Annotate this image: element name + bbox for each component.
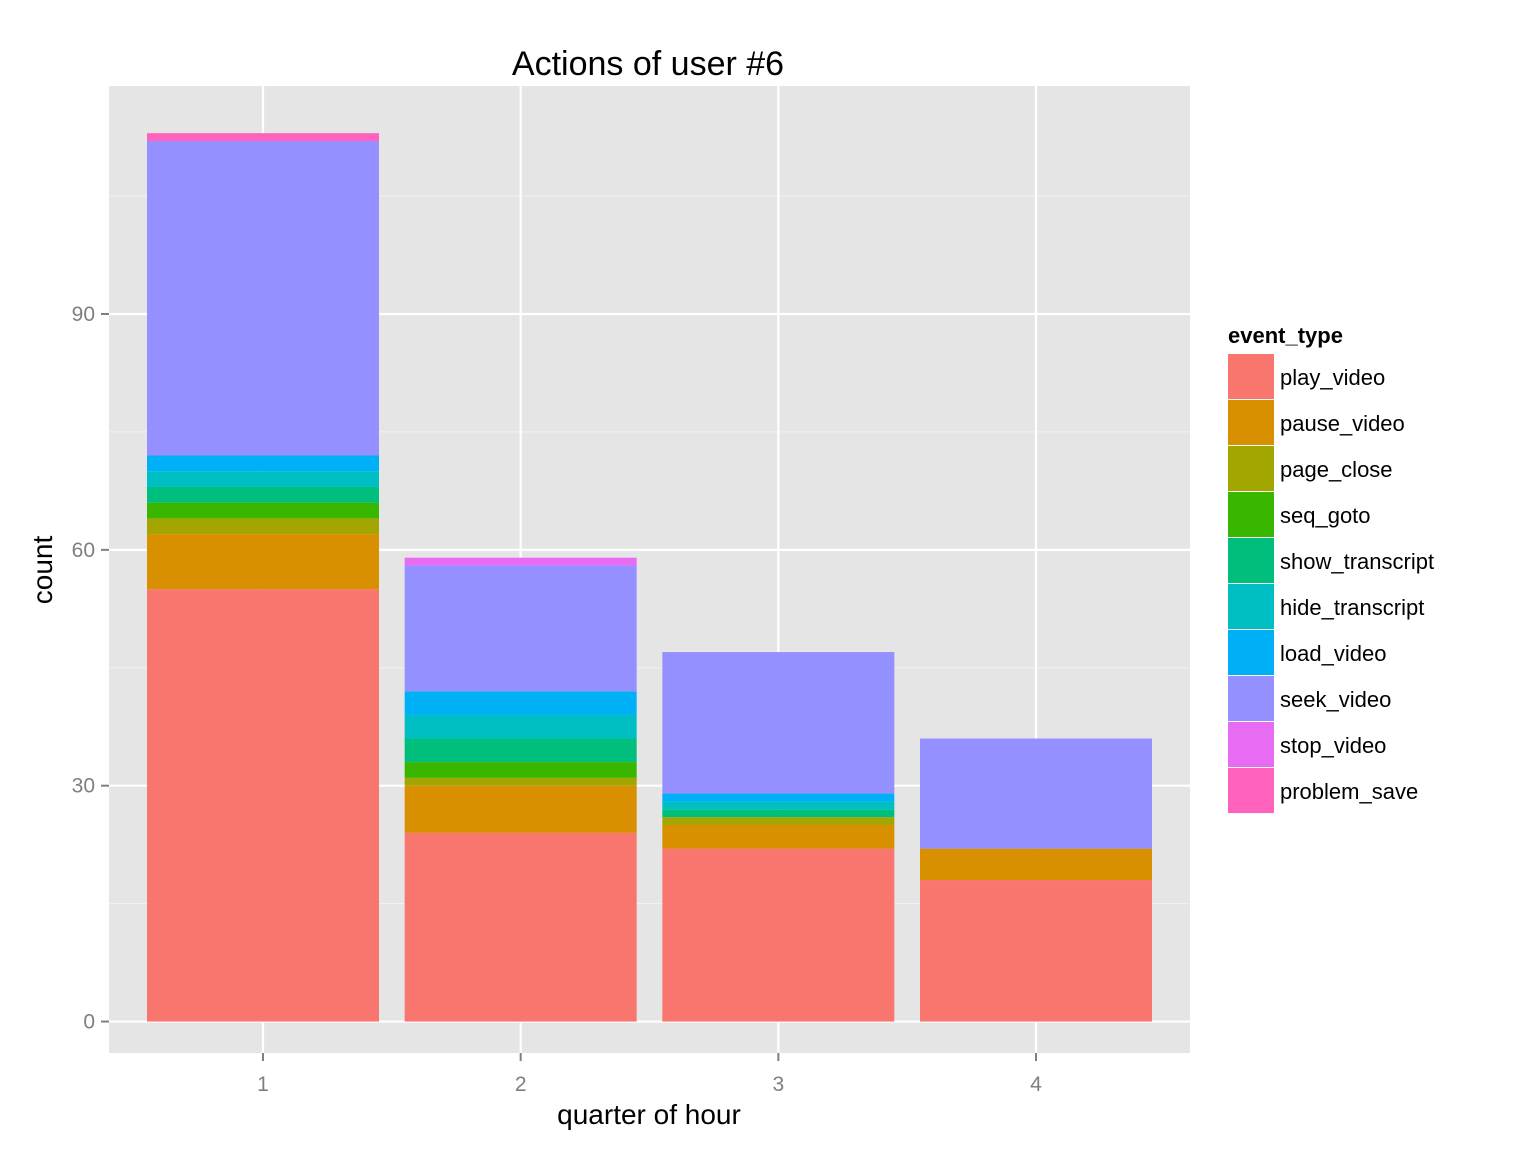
legend-label: load_video (1280, 641, 1386, 666)
bar-segment-play-video (404, 832, 637, 1022)
x-tick-label: 3 (772, 1073, 784, 1096)
legend-key-play-video (1228, 354, 1274, 399)
y-axis-title: count (27, 536, 58, 605)
legend-key-seq-goto (1228, 492, 1274, 537)
y-tick-label: 30 (72, 775, 95, 798)
bar-segment-seek-video (920, 738, 1152, 849)
bar-segment-seek-video (662, 652, 895, 794)
bar-segment-hide-transcript (404, 714, 637, 739)
legend-key-stop-video (1228, 722, 1274, 767)
x-tick-label: 2 (515, 1073, 527, 1096)
bar-segment-stop-video (404, 557, 637, 566)
x-axis-title: quarter of hour (557, 1099, 741, 1130)
x-tick-label: 4 (1030, 1073, 1042, 1096)
y-tick-label: 0 (83, 1011, 95, 1034)
legend-label: show_transcript (1280, 549, 1434, 574)
legend-label: hide_transcript (1280, 595, 1424, 620)
bar-segment-show-transcript (147, 486, 379, 503)
bar-segment-pause-video (920, 848, 1152, 881)
x-axis-ticks: 1 2 3 4 (257, 1053, 1042, 1096)
bar-segment-seek-video (404, 565, 637, 692)
legend-key-page-close (1228, 446, 1274, 491)
bar-segment-page-close (147, 518, 379, 535)
bar-segment-play-video (920, 880, 1152, 1022)
bar-segment-hide-transcript (147, 471, 379, 487)
legend-label: problem_save (1280, 779, 1418, 804)
legend-label: stop_video (1280, 733, 1386, 758)
y-axis-ticks: 0 30 60 90 (72, 303, 109, 1034)
y-tick-label: 90 (72, 303, 95, 326)
bar-segment-seek-video (147, 141, 379, 456)
bar-segment-show-transcript (404, 738, 637, 763)
bar-segment-seq-goto (147, 502, 379, 519)
bar-segment-page-close (662, 817, 895, 826)
bar-segment-load-video (404, 691, 637, 715)
bar-segment-pause-video (147, 534, 379, 590)
bar-segment-problem-save (147, 133, 379, 142)
bar-segment-pause-video (404, 785, 637, 833)
legend-label: seek_video (1280, 687, 1391, 712)
legend-key-seek-video (1228, 676, 1274, 721)
legend-label: page_close (1280, 457, 1393, 482)
legend-key-problem-save (1228, 768, 1274, 813)
legend-label: play_video (1280, 365, 1385, 390)
chart-title: Actions of user #6 (512, 45, 784, 83)
bar-segment-hide-transcript (662, 801, 895, 810)
legend-title: event_type (1228, 323, 1343, 348)
legend-key-load-video (1228, 630, 1274, 675)
legend-key-hide-transcript (1228, 584, 1274, 629)
legend-key-show-transcript (1228, 538, 1274, 583)
bar-segment-play-video (662, 848, 895, 1022)
x-tick-label: 1 (257, 1073, 269, 1096)
legend-label: pause_video (1280, 411, 1405, 436)
bar-segment-seq-goto (404, 762, 637, 778)
bar-segment-show-transcript (662, 809, 895, 818)
bar-segment-pause-video (662, 825, 895, 849)
bar-segment-load-video (147, 455, 379, 472)
legend-key-pause-video (1228, 400, 1274, 445)
bar-segment-play-video (147, 589, 379, 1022)
legend: event_type play_video pause_video page_clo… (1227, 323, 1434, 815)
y-tick-label: 60 (72, 539, 95, 562)
bar-segment-load-video (662, 793, 895, 802)
bar-segment-page-close (404, 777, 637, 786)
bars-group (147, 133, 1152, 1022)
legend-label: seq_goto (1280, 503, 1371, 528)
